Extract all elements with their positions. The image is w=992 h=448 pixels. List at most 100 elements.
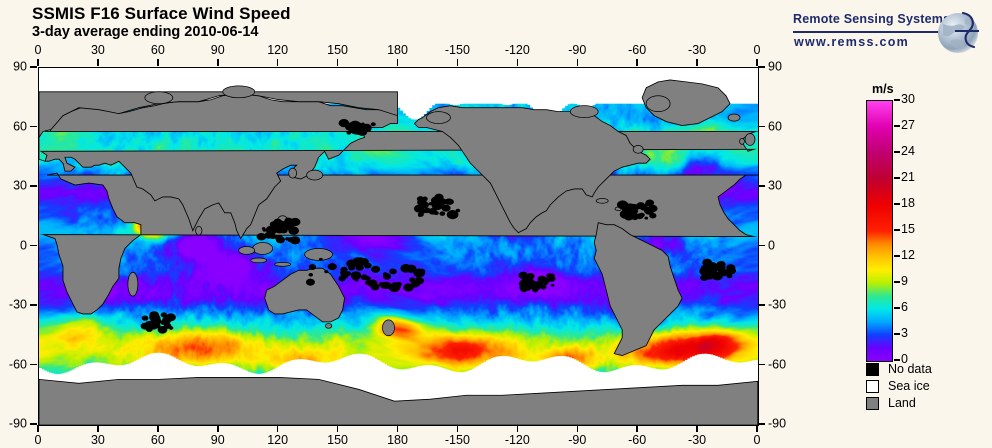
wind-speed-map[interactable] (38, 67, 759, 426)
x-axis-tick (217, 425, 219, 432)
y-axis-label: 60 (768, 119, 782, 133)
colorbar-tick (894, 203, 900, 205)
x-axis-tick (396, 425, 399, 432)
title-block: SSMIS F16 Surface Wind Speed 3-day avera… (32, 4, 291, 41)
colorbar-gradient (867, 101, 892, 361)
x-axis-tick (217, 59, 219, 66)
colorbar-unit-label: m/s (872, 82, 894, 96)
colorbar-tick-label: 0 (901, 352, 908, 366)
colorbar-tick (894, 125, 900, 127)
colorbar-tick (894, 151, 900, 153)
y-axis-tick (30, 363, 37, 366)
page-title: SSMIS F16 Surface Wind Speed (32, 4, 291, 23)
x-axis-tick (97, 59, 99, 66)
y-axis-label: 90 (13, 59, 27, 74)
x-axis-label: -60 (628, 43, 647, 57)
logo-website: www.remss.com (794, 35, 910, 49)
x-axis-label: 30 (90, 43, 105, 57)
x-axis-tick (97, 425, 99, 432)
page-subtitle: 3-day average ending 2010-06-14 (32, 24, 259, 40)
x-axis-tick (756, 59, 758, 66)
x-axis-tick (336, 425, 339, 432)
y-axis-tick (758, 125, 765, 128)
x-axis-label: 60 (150, 43, 165, 57)
y-axis-label: -60 (8, 357, 27, 371)
x-axis-label: 0 (753, 433, 761, 447)
y-axis-tick (758, 244, 765, 247)
x-axis-tick (37, 59, 39, 66)
x-axis-label: 120 (267, 433, 289, 447)
y-axis-label: 30 (13, 178, 27, 193)
x-axis-tick (576, 59, 578, 66)
x-axis-label: -120 (504, 433, 530, 447)
y-axis-label: -30 (768, 297, 787, 312)
colorbar-tick-label: 27 (901, 118, 915, 132)
x-axis-tick (636, 59, 638, 66)
x-axis-tick (576, 425, 578, 432)
y-axis-tick (30, 244, 37, 247)
colorbar-tick-label: 15 (901, 222, 915, 236)
y-axis-tick (30, 185, 37, 187)
x-axis-tick (336, 59, 339, 66)
y-axis-tick (758, 363, 765, 366)
colorbar-tick (894, 333, 900, 335)
x-axis-tick (696, 59, 698, 66)
y-axis-tick (30, 423, 37, 425)
wind-speed-raster (39, 68, 758, 425)
remss-logo[interactable]: Remote Sensing Systems www.remss.com (793, 10, 983, 56)
x-axis-label: -90 (568, 433, 587, 447)
x-axis-tick (37, 425, 39, 432)
colorbar-tick (894, 229, 900, 231)
colorbar-tick-label: 21 (901, 170, 915, 184)
x-axis-label: -90 (568, 43, 587, 57)
colorbar-tick-label: 24 (901, 144, 915, 158)
colorbar[interactable] (866, 100, 893, 362)
x-axis-label: 90 (210, 43, 225, 57)
x-axis-label: 150 (327, 433, 349, 447)
x-axis-label: -150 (444, 433, 470, 447)
globe-icon (938, 11, 979, 53)
colorbar-tick (894, 99, 900, 101)
x-axis-label: 60 (150, 433, 165, 447)
x-axis-tick (157, 59, 159, 66)
logo-divider (793, 31, 941, 33)
y-axis-label: -30 (8, 297, 27, 312)
logo-company-name: Remote Sensing Systems (793, 12, 951, 26)
x-axis-label: 0 (753, 43, 761, 57)
x-axis-tick (516, 425, 519, 432)
legend-swatch (866, 380, 879, 393)
colorbar-tick (894, 281, 900, 283)
x-axis-label: 180 (387, 433, 408, 447)
x-axis-tick (276, 425, 279, 432)
y-axis-label: 30 (768, 178, 782, 193)
y-axis-label: -60 (768, 357, 787, 371)
x-axis-tick (636, 425, 638, 432)
y-axis-label: 0 (768, 238, 775, 252)
x-axis-label: -30 (688, 43, 707, 57)
colorbar-tick-label: 9 (901, 274, 908, 288)
colorbar-tick (894, 177, 900, 179)
x-axis-label: -150 (444, 43, 470, 57)
x-axis-tick (696, 425, 698, 432)
x-axis-tick (396, 59, 399, 66)
legend-swatch (866, 363, 879, 376)
colorbar-tick-label: 12 (901, 248, 915, 262)
x-axis-label: 0 (34, 43, 42, 57)
x-axis-label: 30 (90, 433, 105, 447)
x-axis-tick (157, 425, 159, 432)
legend-label: Sea ice (888, 379, 930, 393)
colorbar-tick-label: 3 (901, 326, 908, 340)
colorbar-tick (894, 359, 900, 361)
x-axis-label: 90 (210, 433, 225, 447)
colorbar-tick-label: 30 (901, 92, 915, 106)
y-axis-label: -90 (8, 416, 27, 431)
colorbar-tick (894, 307, 900, 309)
x-axis-tick (456, 425, 459, 432)
y-axis-tick (30, 66, 37, 68)
y-axis-tick (758, 185, 765, 187)
y-axis-label: 0 (20, 238, 27, 252)
y-axis-label: -90 (768, 416, 787, 431)
colorbar-tick-label: 18 (901, 196, 915, 210)
x-axis-tick (276, 59, 279, 66)
y-axis-tick (30, 304, 37, 306)
